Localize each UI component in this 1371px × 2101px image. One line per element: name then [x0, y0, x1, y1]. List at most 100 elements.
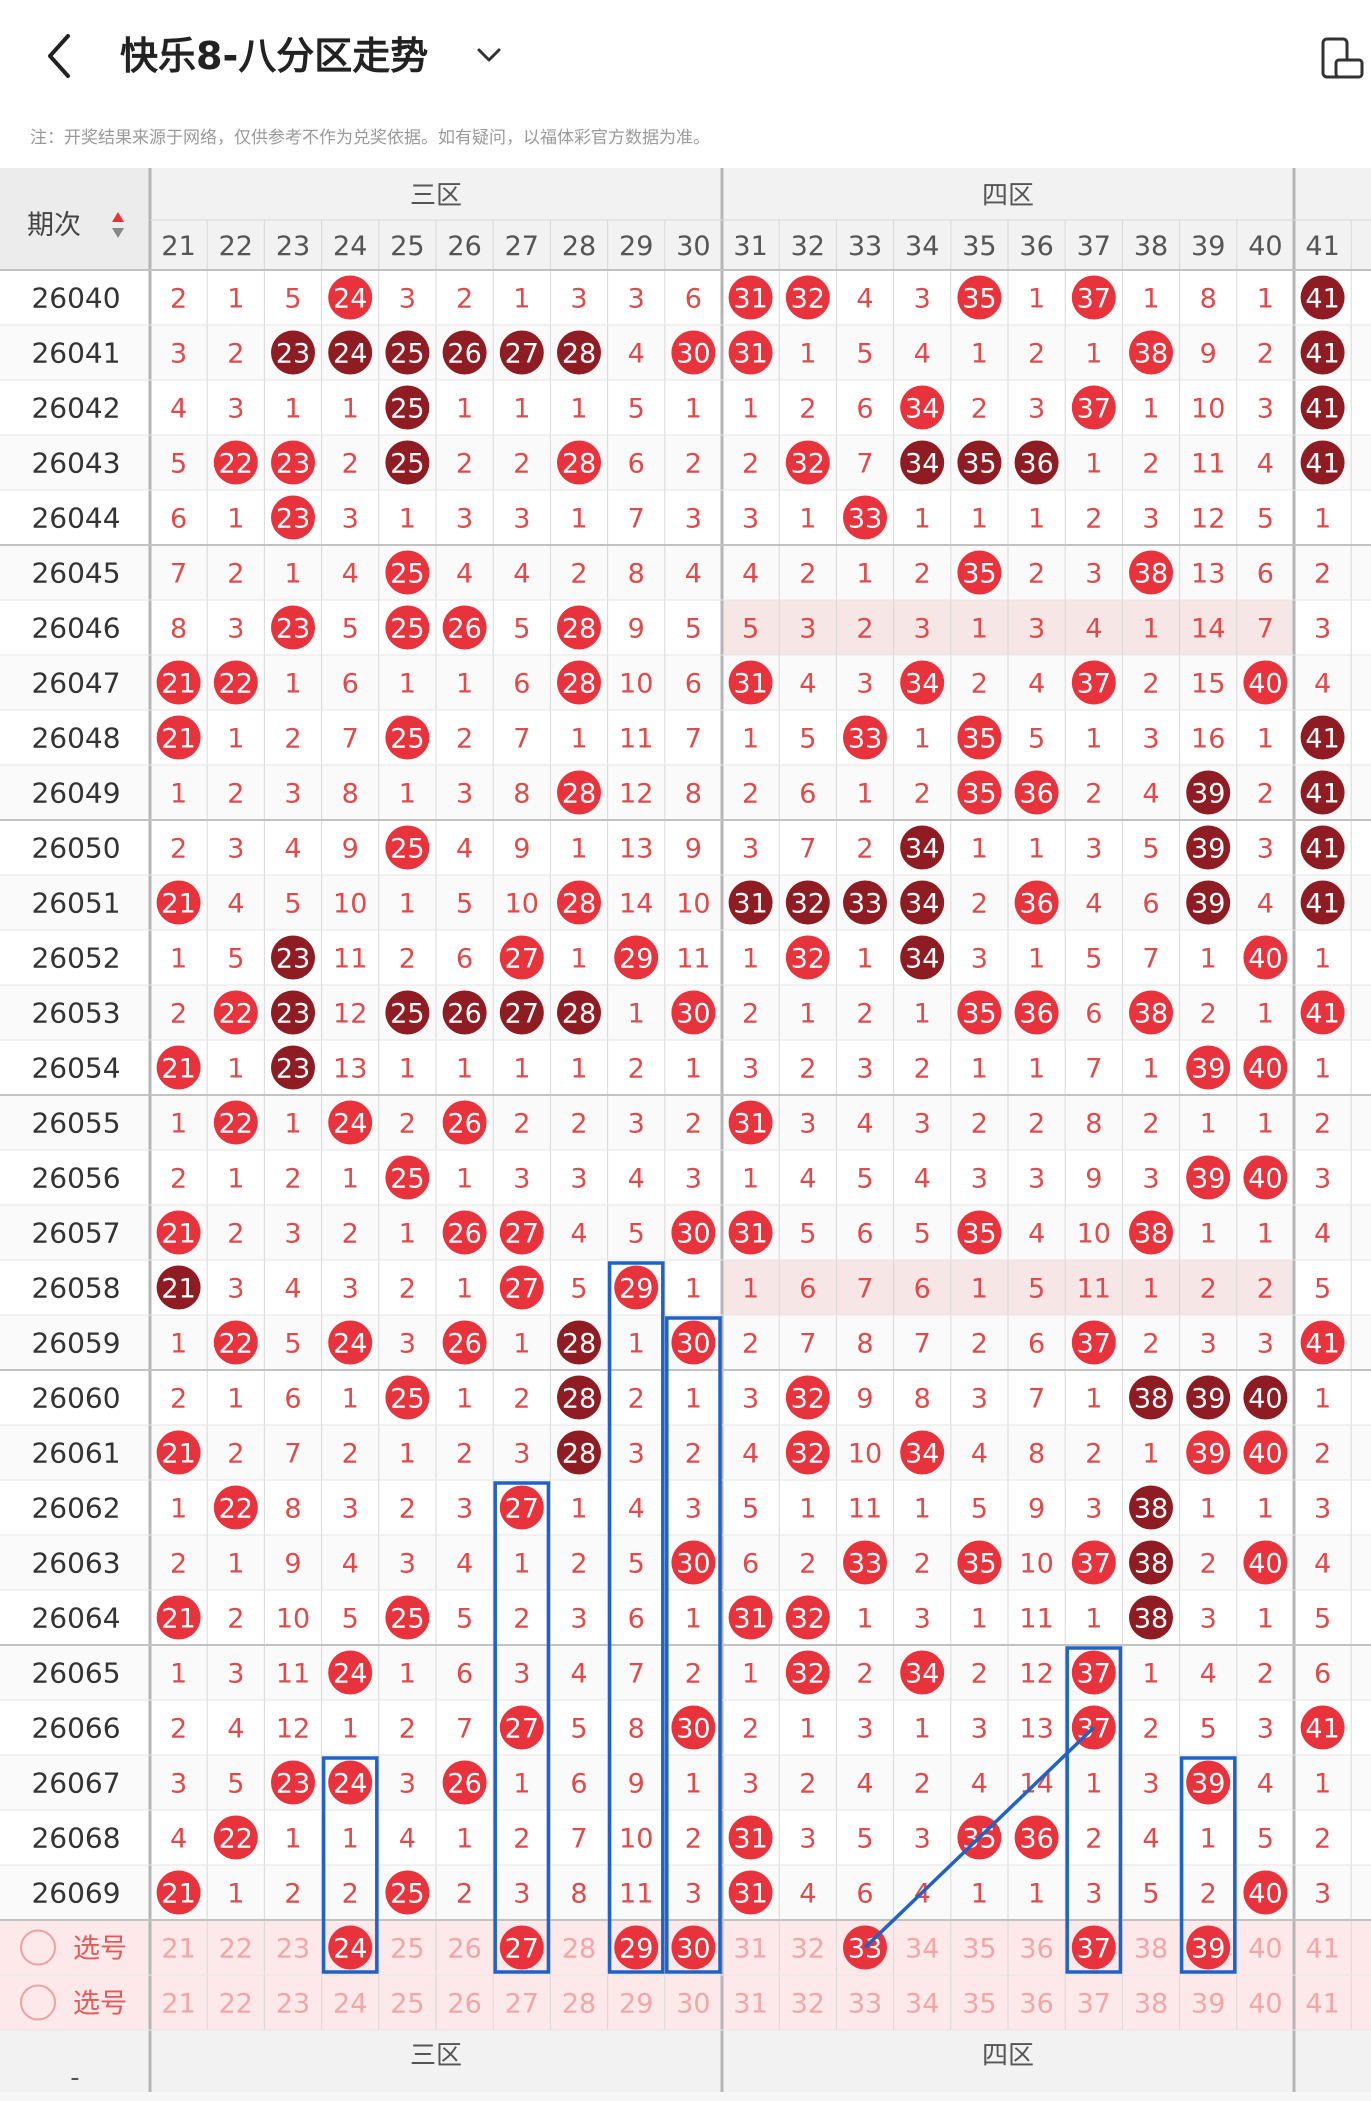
number-ball[interactable] — [271, 935, 315, 980]
number-ball[interactable] — [1014, 990, 1059, 1035]
number-ball[interactable] — [442, 1210, 487, 1255]
number-ball[interactable] — [442, 330, 487, 375]
number-ball[interactable] — [957, 550, 1002, 595]
select-number[interactable]: 36 — [1019, 1989, 1053, 2020]
number-ball[interactable] — [385, 605, 430, 650]
number-ball[interactable] — [557, 1375, 601, 1420]
selected-ball[interactable] — [1186, 1925, 1231, 1970]
number-ball[interactable] — [557, 660, 601, 705]
number-ball[interactable] — [1071, 1540, 1116, 1585]
number-ball[interactable] — [156, 660, 201, 705]
number-ball[interactable] — [1243, 1870, 1288, 1915]
select-number[interactable]: 34 — [905, 1934, 939, 1965]
select-number[interactable]: 31 — [733, 1934, 767, 1965]
number-ball[interactable] — [671, 1540, 716, 1585]
selected-ball[interactable] — [499, 1925, 544, 1970]
number-ball[interactable] — [1243, 1375, 1288, 1420]
select-number[interactable]: 23 — [276, 1989, 310, 2020]
number-ball[interactable] — [785, 1375, 830, 1420]
number-ball[interactable] — [1243, 660, 1288, 705]
number-ball[interactable] — [213, 660, 258, 705]
number-ball[interactable] — [1014, 440, 1059, 485]
number-ball[interactable] — [1014, 770, 1059, 815]
select-number[interactable]: 41 — [1305, 1934, 1339, 1965]
number-ball[interactable] — [213, 1815, 258, 1860]
page-title[interactable]: 快乐8-八分区走势 — [120, 34, 429, 78]
select-number[interactable]: 36 — [1019, 1934, 1053, 1965]
number-ball[interactable] — [385, 440, 430, 485]
number-ball[interactable] — [728, 1870, 773, 1915]
number-ball[interactable] — [671, 990, 716, 1035]
number-ball[interactable] — [957, 990, 1002, 1035]
selected-ball[interactable] — [328, 1925, 373, 1970]
number-ball[interactable] — [499, 990, 544, 1035]
number-ball[interactable] — [1243, 935, 1288, 980]
number-ball[interactable] — [1300, 825, 1345, 870]
number-ball[interactable] — [557, 880, 601, 925]
number-ball[interactable] — [271, 1760, 315, 1805]
number-ball[interactable] — [900, 880, 945, 925]
number-ball[interactable] — [728, 660, 773, 705]
select-label[interactable]: 选号 — [73, 1934, 127, 1965]
select-number[interactable]: 24 — [333, 1989, 367, 2020]
number-ball[interactable] — [271, 495, 315, 540]
chevron-down-icon[interactable] — [474, 40, 504, 70]
number-ball[interactable] — [557, 605, 601, 650]
number-ball[interactable] — [557, 990, 601, 1035]
selected-ball[interactable] — [671, 1925, 716, 1970]
number-ball[interactable] — [1243, 1045, 1288, 1090]
number-ball[interactable] — [442, 1760, 487, 1805]
number-ball[interactable] — [900, 935, 945, 980]
number-ball[interactable] — [1071, 1650, 1116, 1695]
select-number[interactable]: 29 — [619, 1989, 653, 2020]
number-ball[interactable] — [442, 1320, 487, 1365]
number-ball[interactable] — [957, 275, 1002, 320]
number-ball[interactable] — [728, 1815, 773, 1860]
device-rotate-icon[interactable] — [1320, 36, 1364, 80]
number-ball[interactable] — [843, 1540, 887, 1585]
number-ball[interactable] — [156, 1595, 201, 1640]
number-ball[interactable] — [785, 440, 830, 485]
select-number[interactable]: 32 — [791, 1989, 825, 2020]
number-ball[interactable] — [213, 1320, 258, 1365]
select-radio[interactable] — [20, 1984, 56, 2021]
number-ball[interactable] — [271, 330, 315, 375]
number-ball[interactable] — [1071, 385, 1116, 430]
number-ball[interactable] — [728, 330, 773, 375]
number-ball[interactable] — [785, 880, 830, 925]
number-ball[interactable] — [328, 1650, 373, 1695]
number-ball[interactable] — [499, 1485, 544, 1530]
number-ball[interactable] — [385, 715, 430, 760]
number-ball[interactable] — [900, 385, 945, 430]
number-ball[interactable] — [957, 1210, 1002, 1255]
number-ball[interactable] — [499, 330, 544, 375]
number-ball[interactable] — [843, 715, 887, 760]
number-ball[interactable] — [156, 880, 201, 925]
select-number[interactable]: 25 — [390, 1934, 424, 1965]
select-radio[interactable] — [20, 1929, 56, 1966]
number-ball[interactable] — [900, 825, 945, 870]
sort-up-icon[interactable] — [112, 212, 124, 222]
number-ball[interactable] — [1071, 660, 1116, 705]
select-number[interactable]: 28 — [562, 1989, 596, 2020]
number-ball[interactable] — [957, 770, 1002, 815]
select-number[interactable]: 28 — [562, 1934, 596, 1965]
select-number[interactable]: 37 — [1077, 1989, 1111, 2020]
select-number[interactable]: 38 — [1134, 1989, 1168, 2020]
number-ball[interactable] — [213, 1485, 258, 1530]
number-ball[interactable] — [785, 1595, 830, 1640]
select-number[interactable]: 30 — [676, 1989, 710, 2020]
number-ball[interactable] — [1300, 715, 1345, 760]
number-ball[interactable] — [1129, 990, 1173, 1035]
number-ball[interactable] — [1186, 1375, 1231, 1420]
number-ball[interactable] — [1300, 1320, 1345, 1365]
number-ball[interactable] — [1300, 990, 1345, 1035]
number-ball[interactable] — [156, 1870, 201, 1915]
number-ball[interactable] — [271, 605, 315, 650]
number-ball[interactable] — [1300, 1705, 1345, 1750]
select-number[interactable]: 40 — [1248, 1989, 1282, 2020]
select-number[interactable]: 21 — [161, 1934, 195, 1965]
select-number[interactable]: 38 — [1134, 1934, 1168, 1965]
number-ball[interactable] — [1129, 1210, 1173, 1255]
number-ball[interactable] — [671, 1210, 716, 1255]
